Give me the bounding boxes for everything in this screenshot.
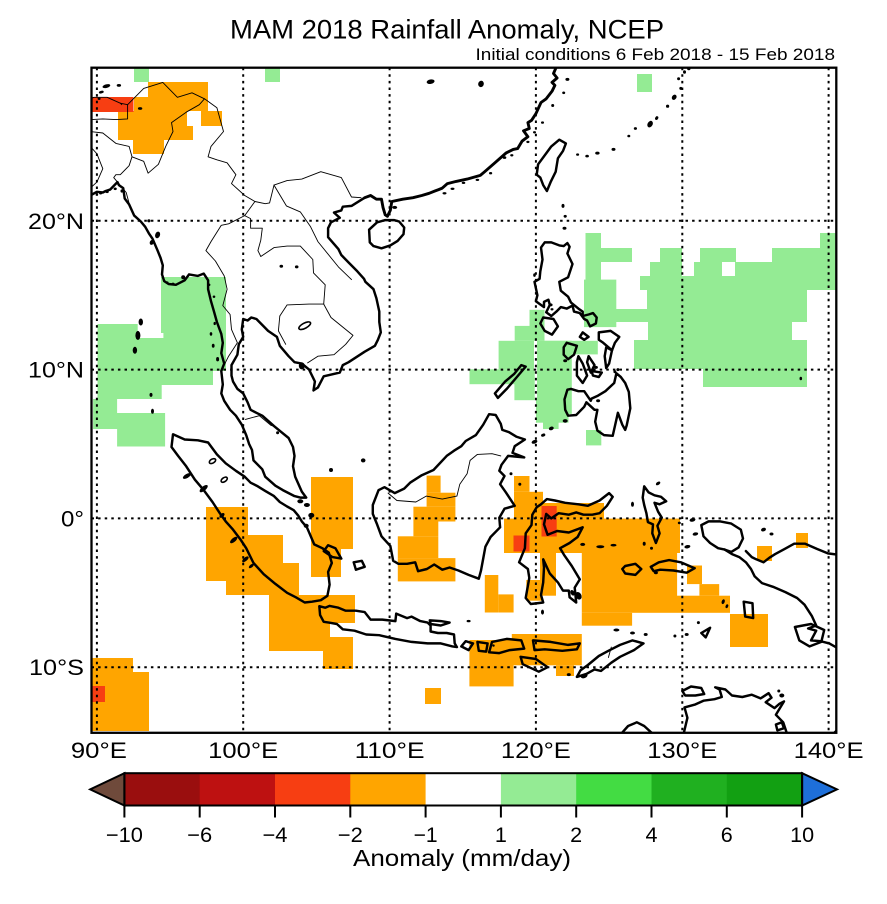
svg-text:130°E: 130°E — [647, 738, 717, 763]
svg-text:1: 1 — [495, 824, 507, 847]
svg-text:90°E: 90°E — [71, 738, 127, 763]
svg-text:110°E: 110°E — [355, 738, 425, 763]
svg-text:100°E: 100°E — [208, 738, 278, 763]
svg-text:120°E: 120°E — [501, 738, 571, 763]
svg-text:−6: −6 — [187, 824, 212, 847]
svg-text:−10: −10 — [106, 824, 143, 847]
svg-text:10°N: 10°N — [28, 358, 84, 383]
svg-text:4: 4 — [646, 824, 658, 847]
svg-text:−2: −2 — [338, 824, 363, 847]
svg-text:−1: −1 — [414, 824, 438, 847]
svg-text:20°N: 20°N — [28, 209, 84, 234]
svg-text:Initial conditions 6 Feb 2018: Initial conditions 6 Feb 2018 - 15 Feb 2… — [476, 45, 836, 64]
svg-text:2: 2 — [570, 824, 582, 847]
svg-text:MAM 2018 Rainfall Anomaly, NCE: MAM 2018 Rainfall Anomaly, NCEP — [230, 15, 664, 45]
svg-text:−4: −4 — [263, 824, 288, 847]
svg-text:10: 10 — [790, 824, 814, 847]
svg-text:140°E: 140°E — [794, 738, 864, 763]
svg-text:6: 6 — [721, 824, 733, 847]
svg-text:Anomaly (mm/day): Anomaly (mm/day) — [353, 845, 571, 871]
svg-text:10°S: 10°S — [29, 655, 84, 680]
svg-text:0°: 0° — [61, 506, 84, 531]
